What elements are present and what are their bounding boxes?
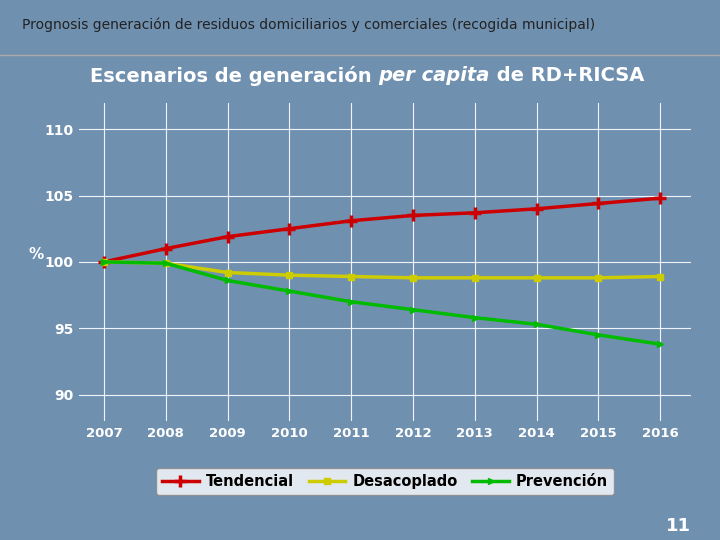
Desacoplado xyxy=(285,272,294,279)
Tendencial xyxy=(161,245,170,252)
Desacoplado xyxy=(656,273,665,280)
Tendencial xyxy=(347,218,356,224)
Desacoplado xyxy=(161,260,170,266)
Legend: Tendencial, Desacoplado, Prevención: Tendencial, Desacoplado, Prevención xyxy=(156,469,614,495)
Desacoplado xyxy=(99,259,108,265)
Tendencial xyxy=(656,195,665,201)
Text: per capita: per capita xyxy=(379,66,490,85)
Tendencial xyxy=(594,200,603,207)
Prevención xyxy=(347,299,356,305)
Y-axis label: %: % xyxy=(29,247,44,262)
Prevención xyxy=(656,341,665,347)
Prevención xyxy=(99,259,108,265)
Desacoplado xyxy=(470,275,479,281)
Tendencial xyxy=(285,226,294,232)
Line: Prevención: Prevención xyxy=(101,259,664,348)
Desacoplado xyxy=(347,273,356,280)
Desacoplado xyxy=(223,269,232,276)
Tendencial xyxy=(470,210,479,216)
Text: Prognosis generación de residuos domiciliarios y comerciales (recogida municipal: Prognosis generación de residuos domicil… xyxy=(22,17,595,31)
Prevención xyxy=(470,314,479,321)
Desacoplado xyxy=(594,275,603,281)
Desacoplado xyxy=(532,275,541,281)
Line: Desacoplado: Desacoplado xyxy=(101,259,664,281)
Line: Tendencial: Tendencial xyxy=(99,193,666,267)
Tendencial xyxy=(409,212,418,219)
Prevención xyxy=(532,321,541,328)
Prevención xyxy=(223,277,232,284)
Prevención xyxy=(285,288,294,294)
Text: 11: 11 xyxy=(666,517,691,535)
Text: Escenarios de generación: Escenarios de generación xyxy=(90,65,379,86)
Desacoplado xyxy=(409,275,418,281)
Tendencial xyxy=(532,206,541,212)
Prevención xyxy=(594,332,603,338)
Prevención xyxy=(161,260,170,266)
Tendencial xyxy=(99,259,108,265)
Prevención xyxy=(409,306,418,313)
Tendencial xyxy=(223,233,232,240)
Text: de RD+RICSA: de RD+RICSA xyxy=(490,66,644,85)
